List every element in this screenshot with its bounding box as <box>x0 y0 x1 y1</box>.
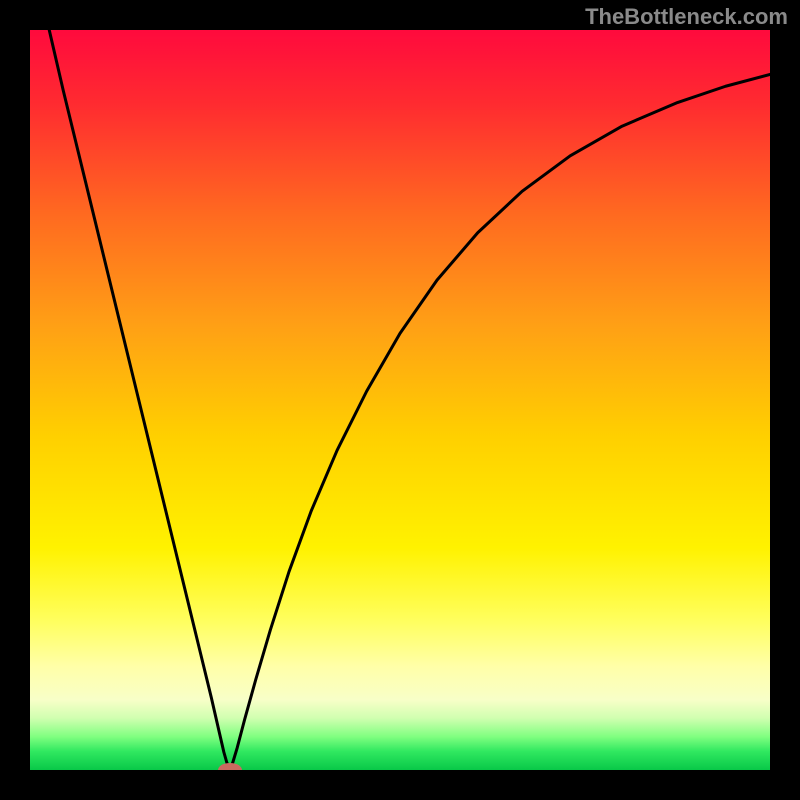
plot-area <box>30 30 770 770</box>
watermark-text: TheBottleneck.com <box>585 4 788 30</box>
minimum-marker <box>218 763 242 770</box>
bottleneck-curve <box>30 30 770 770</box>
